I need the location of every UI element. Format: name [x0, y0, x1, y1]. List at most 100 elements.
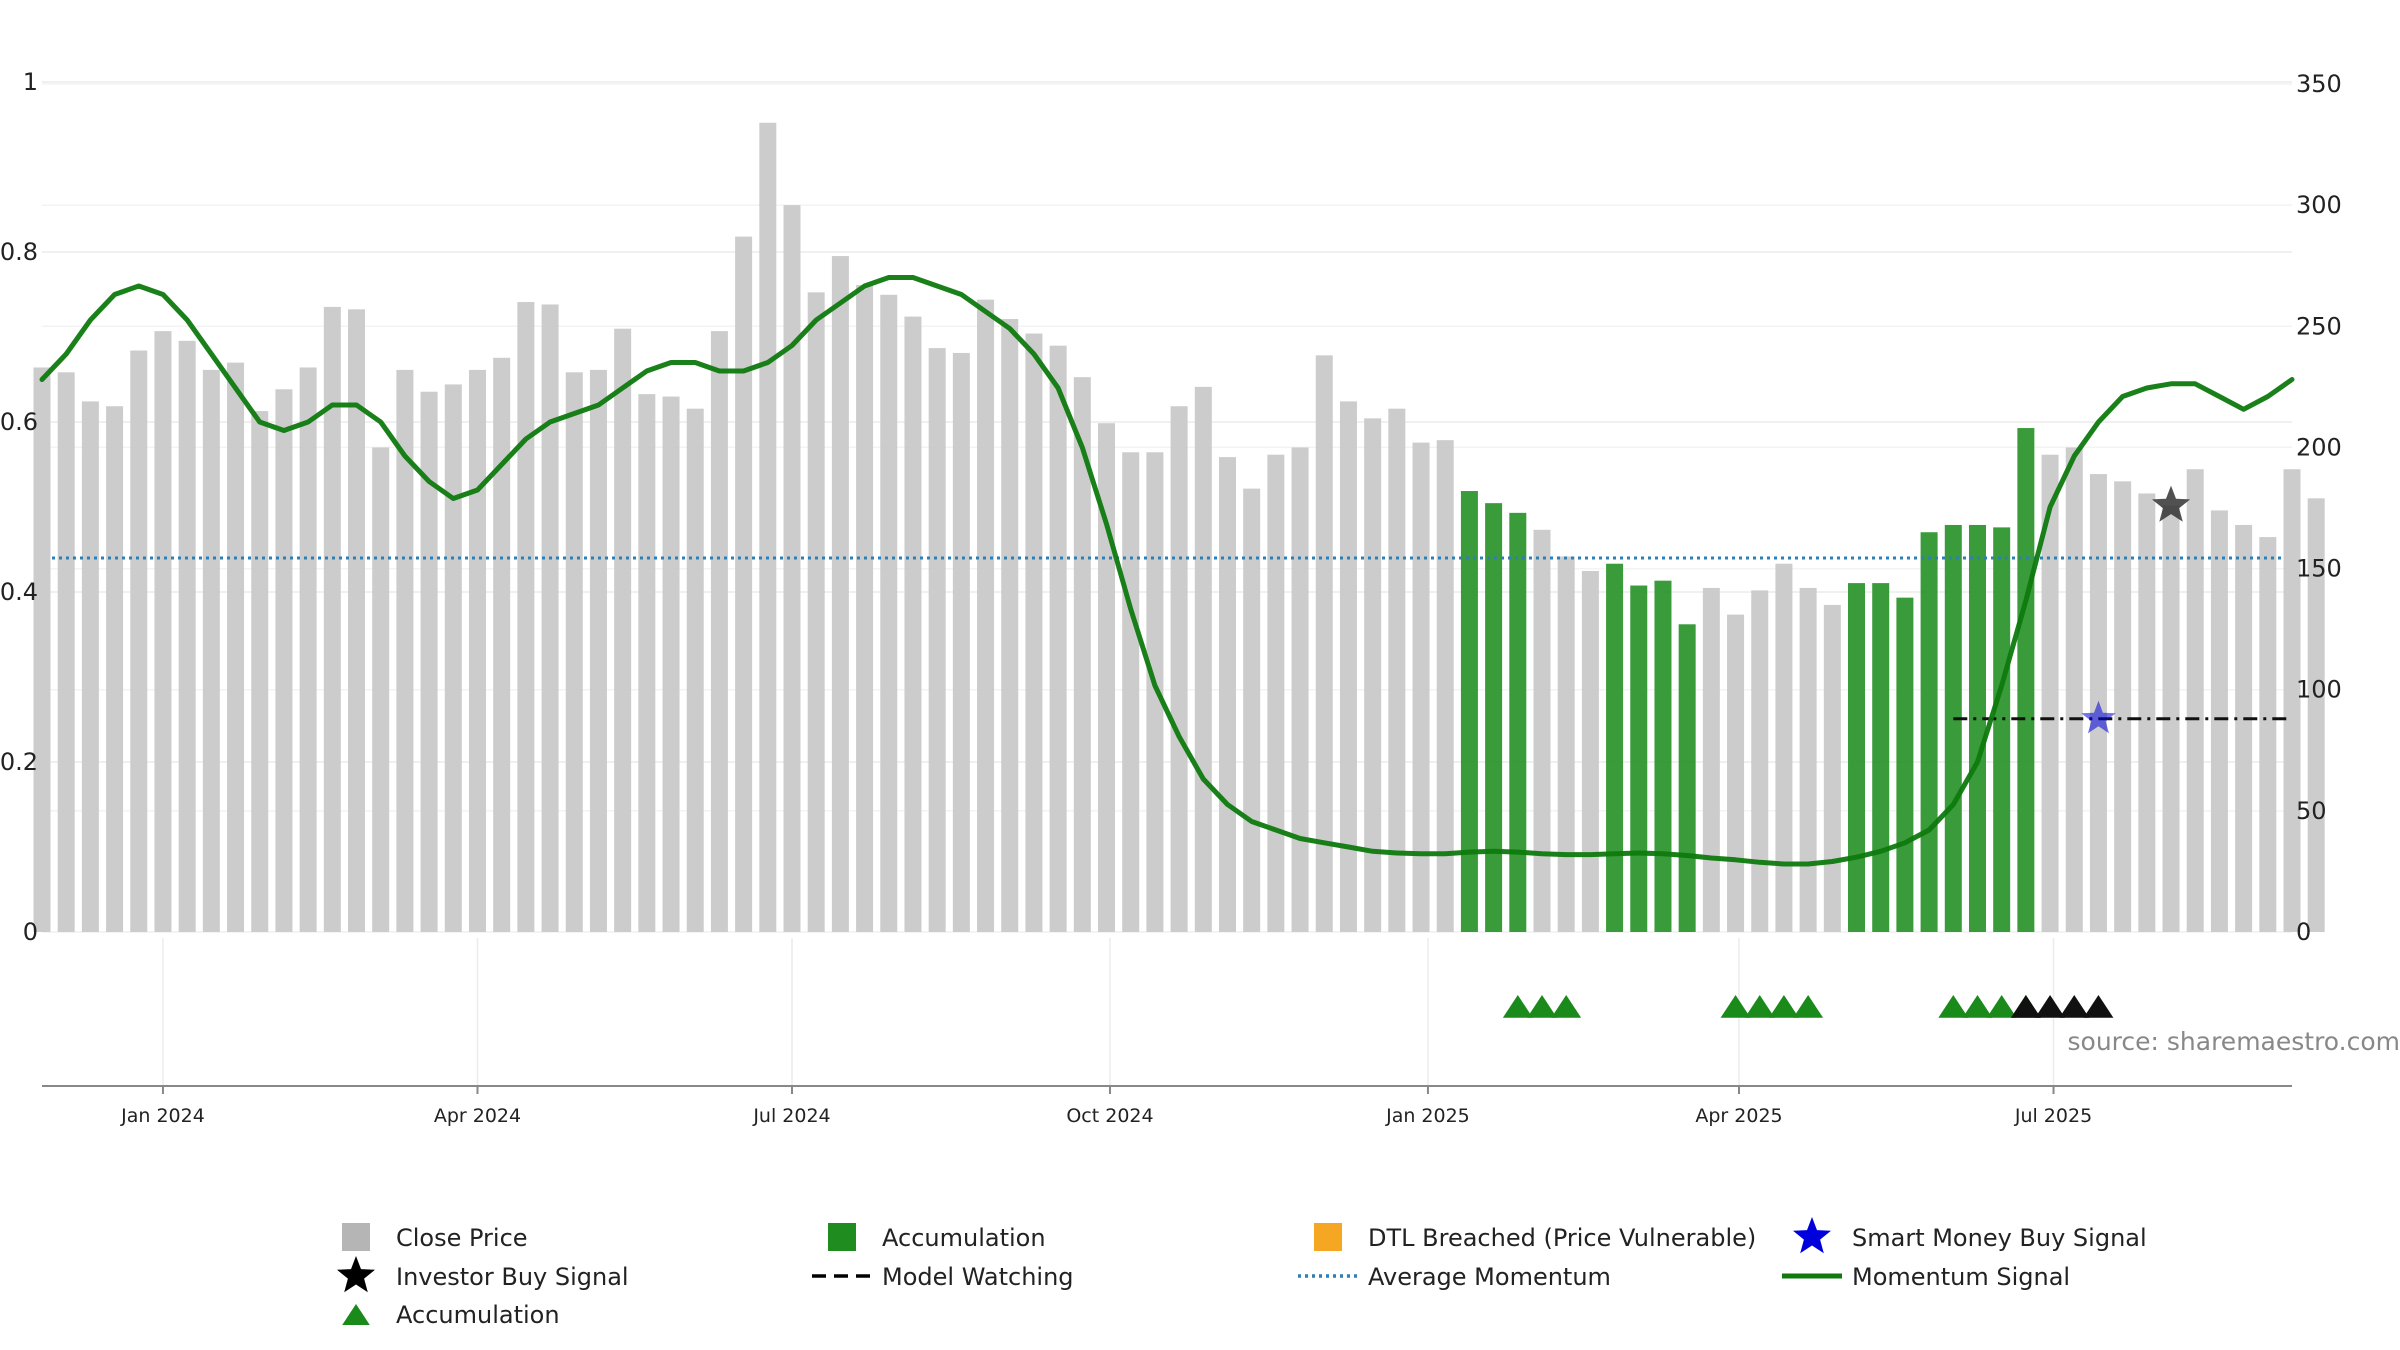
close-price-bar — [227, 362, 245, 933]
close-price-bar — [638, 394, 656, 932]
y-right-tick-label: 200 — [2296, 433, 2342, 461]
close-price-bar — [1098, 423, 1116, 932]
close-price-bar — [57, 372, 75, 932]
x-tick-label: Jan 2024 — [120, 1105, 205, 1127]
close-price-bar — [1122, 452, 1140, 932]
close-price-bar — [541, 304, 559, 933]
markers-group — [1502, 485, 2191, 1018]
y-right-tick-label: 0 — [2296, 918, 2311, 946]
legend-label: Momentum Signal — [1852, 1263, 2070, 1291]
accumulation-bar — [1848, 583, 1866, 932]
close-price-bar — [1267, 454, 1285, 932]
close-price-bar — [1751, 590, 1769, 932]
close-price-bar — [1727, 614, 1745, 932]
y-left-tick-label: 0.2 — [0, 748, 38, 776]
close-price-bar — [1702, 587, 1720, 932]
legend-item-square-orange: DTL Breached (Price Vulnerable) — [1314, 1223, 1756, 1252]
close-price-bar — [468, 369, 486, 932]
close-price-bar — [880, 294, 898, 932]
close-price-bar — [2307, 498, 2325, 932]
accumulation-bar — [2017, 428, 2035, 932]
x-tick-label: Jul 2024 — [752, 1105, 830, 1127]
y-left-tick-label: 1 — [23, 68, 38, 96]
legend-close-price-swatch — [342, 1223, 370, 1251]
accumulation-marker — [1720, 995, 1751, 1018]
close-price-bar — [1194, 386, 1212, 932]
close-price-bar — [1291, 447, 1309, 932]
legend-accumulation-triangle — [342, 1304, 370, 1325]
close-price-bar — [1146, 452, 1164, 932]
close-price-bar — [1001, 319, 1019, 932]
close-price-bar — [928, 348, 946, 932]
axes-group: 0 0.2 0.4 0.6 0.8 1 0 50 100 150 200 250 300 350 Jan 2… — [0, 68, 2342, 1127]
legend-item-dash-black: Model Watching — [812, 1263, 1074, 1291]
close-price-bar — [2162, 505, 2180, 932]
legend-label: Model Watching — [882, 1263, 1074, 1291]
legend-label: Smart Money Buy Signal — [1852, 1224, 2147, 1252]
y-right-tick-label: 50 — [2296, 797, 2327, 825]
legend-label: Investor Buy Signal — [396, 1263, 629, 1291]
y-right-tick-label: 350 — [2296, 70, 2342, 98]
accumulation-bar — [1654, 580, 1672, 932]
close-price-bar — [952, 352, 970, 932]
close-price-bar — [710, 331, 728, 932]
accumulation-marker — [1938, 995, 1969, 1018]
y-left-tick-label: 0.8 — [0, 238, 38, 266]
close-price-bar — [2114, 481, 2132, 932]
close-price-bar — [2259, 537, 2277, 932]
accumulation-marker — [1527, 995, 1557, 1018]
close-price-bar — [130, 350, 148, 932]
momentum-signal-line — [39, 275, 2295, 867]
legend-investor-star — [337, 1256, 375, 1293]
legend-accumulation-swatch — [828, 1223, 856, 1251]
close-price-bar — [202, 369, 220, 932]
close-price-bar — [178, 340, 196, 932]
close-price-bar — [372, 447, 390, 932]
accumulation-marker — [1793, 995, 1824, 1018]
close-price-bar — [420, 391, 438, 932]
accumulation-bar — [1678, 624, 1696, 932]
bars-group — [33, 122, 2325, 933]
x-tick-label: Oct 2024 — [1066, 1105, 1153, 1127]
close-price-bar — [977, 299, 995, 932]
accumulation-bar — [1606, 563, 1624, 932]
y-right-tick-label: 300 — [2296, 191, 2342, 219]
legend: Close Price Accumulation DTL Breached (Pri… — [337, 1217, 2147, 1329]
legend-label: Close Price — [396, 1224, 528, 1252]
close-price-bar — [1364, 418, 1382, 933]
close-price-bar — [1315, 355, 1333, 932]
legend-item-star-black: Investor Buy Signal — [337, 1256, 629, 1293]
investor-marker — [2083, 995, 2114, 1018]
close-price-bar — [831, 256, 849, 933]
close-price-bar — [759, 122, 777, 932]
close-price-bar — [1073, 377, 1091, 932]
close-price-bar — [1412, 442, 1430, 932]
legend-item-dotted-blue: Average Momentum — [1298, 1263, 1611, 1291]
investor-marker — [2010, 995, 2041, 1018]
close-price-bar — [783, 205, 801, 933]
close-price-bar — [444, 384, 462, 932]
legend-label: DTL Breached (Price Vulnerable) — [1368, 1224, 1756, 1252]
accumulation-bar — [1509, 512, 1527, 932]
legend-item-line-green: Momentum Signal — [1782, 1263, 2070, 1291]
close-price-bar — [517, 302, 535, 932]
close-price-bar — [2065, 447, 2083, 932]
x-tick-label: Jul 2025 — [2014, 1105, 2092, 1127]
y-right-tick-label: 250 — [2296, 312, 2342, 340]
close-price-bar — [565, 372, 583, 932]
y-left-tick-label: 0 — [23, 918, 38, 946]
x-tick-label: Apr 2025 — [1695, 1105, 1782, 1127]
close-price-bar — [1049, 345, 1067, 932]
close-price-bar — [1775, 563, 1793, 932]
close-price-bar — [856, 285, 874, 932]
legend-item-star-blue: Smart Money Buy Signal — [1793, 1217, 2147, 1254]
close-price-bar — [1243, 488, 1261, 932]
accumulation-bar — [1968, 524, 1986, 932]
close-price-bar — [1823, 604, 1841, 932]
accumulation-bar — [1460, 491, 1478, 932]
legend-item-square-green: Accumulation — [828, 1223, 1046, 1252]
accumulation-marker — [1962, 995, 1993, 1018]
close-price-bar — [2138, 493, 2156, 932]
close-price-bar — [1436, 440, 1454, 932]
